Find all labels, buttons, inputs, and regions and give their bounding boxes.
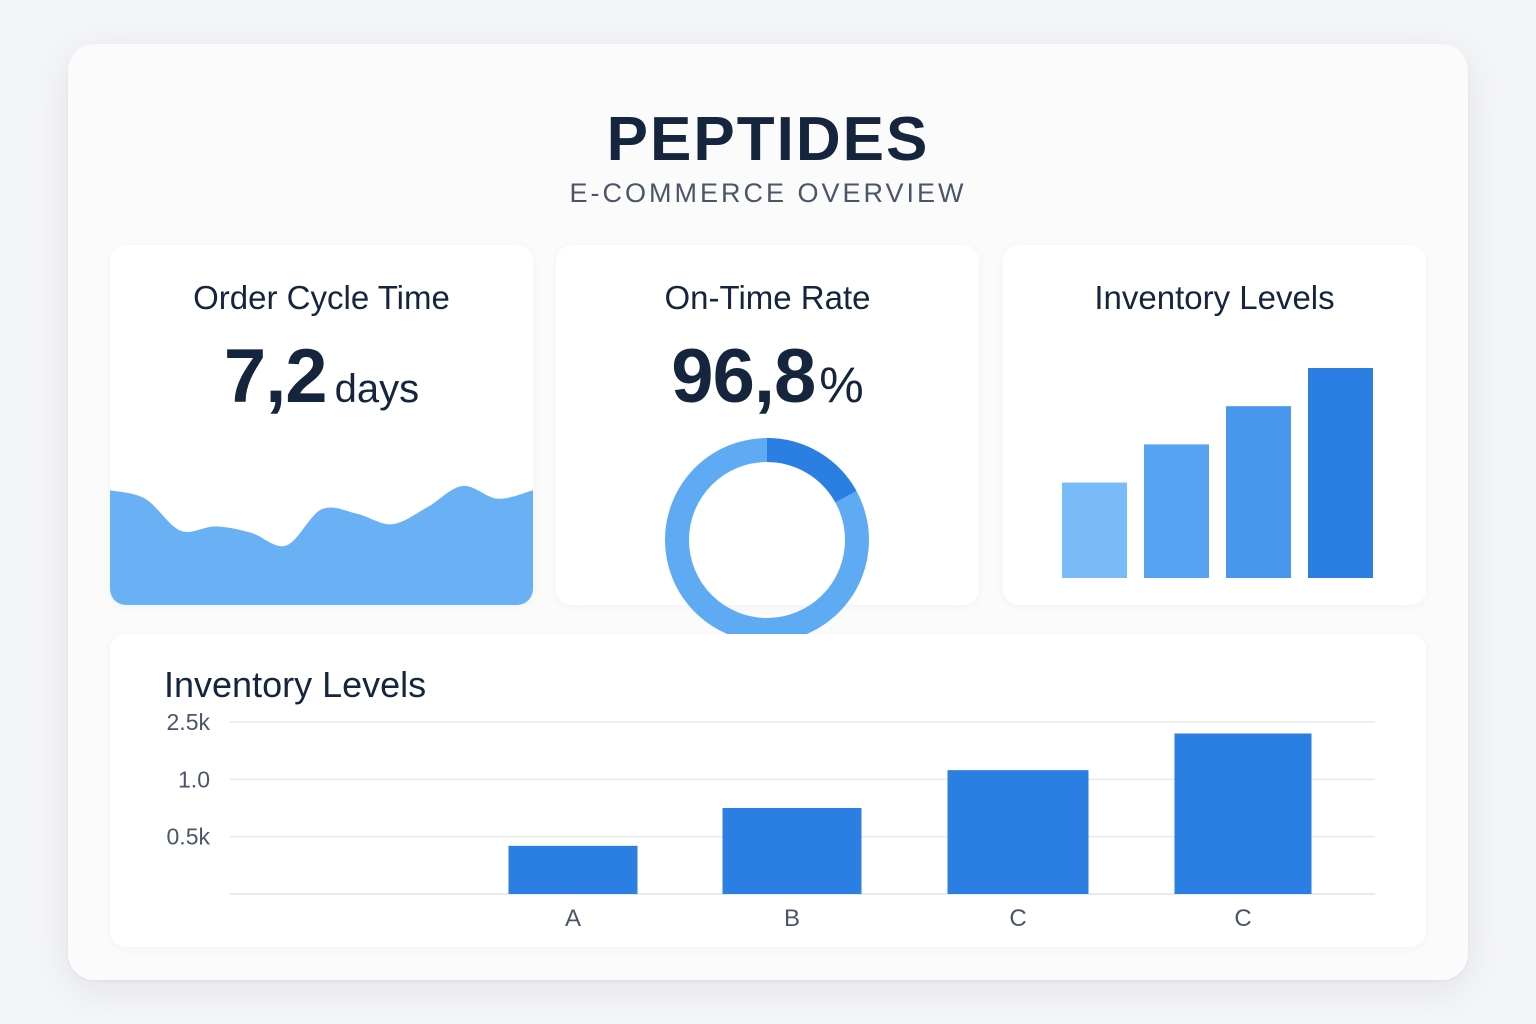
x-tick-label: A [565, 905, 581, 932]
inventory-mini-chart [1003, 245, 1426, 605]
order-cycle-area-chart [110, 435, 533, 605]
y-tick-label: 0.5k [167, 824, 211, 850]
on-time-value-group: 96,8% [556, 333, 979, 420]
bar-4 [1175, 733, 1312, 894]
order-cycle-card[interactable]: Order Cycle Time 7,2 days [110, 245, 533, 605]
mini-bar-4 [1308, 368, 1373, 578]
x-tick-label: B [784, 905, 800, 932]
inventory-chart-card[interactable]: Inventory Levels 0.5k 1.0 2.5k A B C C [110, 634, 1426, 947]
on-time-value: 96,8 [671, 334, 815, 419]
x-tick-label: C [1234, 905, 1251, 932]
on-time-title: On-Time Rate [556, 279, 979, 317]
page-subtitle: E-COMMERCE OVERVIEW [68, 178, 1468, 209]
page-title: PEPTIDES [68, 104, 1468, 175]
area-series [110, 486, 533, 605]
dashboard-frame: PEPTIDES E-COMMERCE OVERVIEW Order Cycle… [68, 44, 1468, 980]
order-cycle-unit: days [335, 367, 420, 411]
mini-bar-3 [1226, 406, 1291, 578]
order-cycle-title: Order Cycle Time [110, 279, 533, 317]
mini-bar-1 [1062, 483, 1127, 578]
order-cycle-value: 7,2 [224, 334, 327, 419]
on-time-card[interactable]: On-Time Rate 96,8% [556, 245, 979, 605]
donut-accent-segment [767, 450, 846, 497]
y-tick-label: 1.0 [178, 766, 210, 792]
bar-1 [509, 846, 638, 894]
y-tick-label: 2.5k [167, 709, 211, 735]
x-tick-label: C [1009, 905, 1026, 932]
on-time-donut [662, 435, 872, 645]
inventory-bar-chart: 0.5k 1.0 2.5k A B C C [110, 634, 1426, 947]
order-cycle-value-group: 7,2 days [110, 333, 533, 420]
bar-2 [723, 808, 862, 894]
mini-bar-2 [1144, 444, 1209, 578]
on-time-unit: % [819, 357, 863, 413]
bar-3 [948, 770, 1089, 894]
inventory-mini-card[interactable]: Inventory Levels [1003, 245, 1426, 605]
